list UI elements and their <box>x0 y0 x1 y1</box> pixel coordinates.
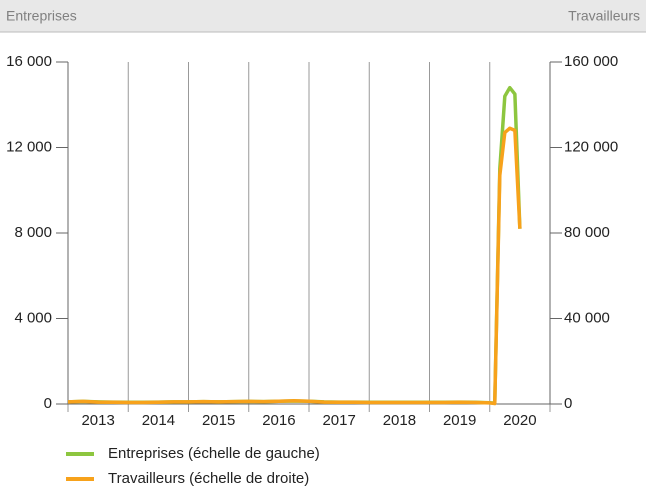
x-tick-label: 2019 <box>443 412 476 429</box>
y-tick-label: 8 000 <box>14 224 52 241</box>
y2-tick-label: 40 000 <box>564 309 610 326</box>
x-tick-label: 2015 <box>202 412 235 429</box>
y2-tick-label: 160 000 <box>564 53 618 70</box>
legend-label: Entreprises (échelle de gauche) <box>108 445 320 462</box>
y-tick-label: 16 000 <box>6 53 52 70</box>
x-tick-label: 2013 <box>81 412 114 429</box>
series-line <box>67 85 522 405</box>
x-tick-label: 2014 <box>142 412 175 429</box>
header-band <box>0 0 646 32</box>
x-tick-label: 2016 <box>262 412 295 429</box>
y-tick-label: 4 000 <box>14 309 52 326</box>
x-tick-label: 2018 <box>383 412 416 429</box>
y-tick-label: 0 <box>44 395 52 412</box>
y-tick-label: 12 000 <box>6 138 52 155</box>
series-line <box>67 126 522 406</box>
header-left: Entreprises <box>6 8 77 24</box>
y2-tick-label: 0 <box>564 395 572 412</box>
x-tick-label: 2017 <box>322 412 355 429</box>
y2-tick-label: 80 000 <box>564 224 610 241</box>
y2-tick-label: 120 000 <box>564 138 618 155</box>
x-tick-label: 2020 <box>503 412 536 429</box>
header-right: Travailleurs <box>568 8 640 24</box>
legend-label: Travailleurs (échelle de droite) <box>108 470 309 487</box>
